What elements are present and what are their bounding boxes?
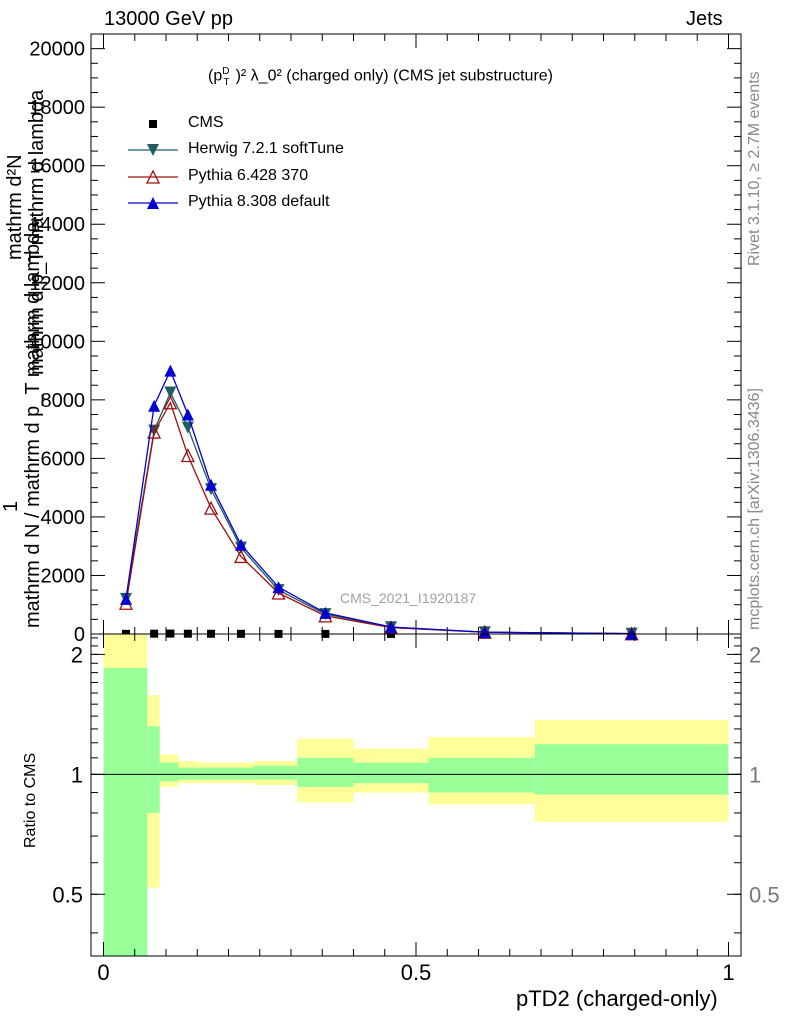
ratio-band-inner: [297, 757, 354, 787]
main-ylabel-line3: mathrm d N / mathrm d p_T mathrm d lambd…: [22, 221, 44, 628]
main-ytick-label: 12000: [29, 273, 85, 295]
point-pythia8: [272, 581, 285, 594]
main-ytick-label: 16000: [29, 156, 85, 178]
legend-label-herwig: Herwig 7.2.1 softTune: [188, 140, 344, 157]
ratio-band-inner: [253, 765, 298, 780]
ratio-band-inner: [159, 762, 179, 782]
title-sup: D: [222, 66, 230, 77]
legend-marker-herwig: [147, 144, 159, 156]
point-pythia6: [203, 500, 219, 515]
analysis-watermark: CMS_2021_I1920187: [340, 590, 477, 606]
ratio-ytick-label-right: 0.5: [749, 882, 780, 907]
point-pythia6: [163, 395, 178, 410]
ratio-ytick-label-right: 2: [749, 642, 761, 667]
main-ytick-label: 4000: [41, 507, 86, 529]
point-pythia6: [180, 448, 195, 463]
point-pythia6: [233, 548, 249, 564]
title-rest: )² λ_0² (charged only) (CMS jet substruc…: [235, 67, 554, 85]
ratio-band-inner: [178, 767, 198, 780]
main-ytick-label: 14000: [29, 214, 85, 236]
header-category: Jets: [686, 8, 723, 30]
legend-label-pythia6: Pythia 6.428 370: [188, 167, 309, 184]
point-pythia8: [319, 606, 332, 619]
ratio-ytick-label: 0.5: [52, 882, 83, 907]
main-ytick-label: 18000: [29, 97, 85, 119]
legend-marker-pythia6: [145, 169, 161, 184]
title-pre: (p: [208, 67, 223, 85]
ratio-xtick-label: 1: [722, 960, 734, 985]
ratio-ytick-label: 2: [71, 642, 83, 667]
ratio-band-inner: [147, 726, 160, 813]
rivet-label: Rivet 3.1.10, ≥ 2.7M events: [746, 71, 763, 266]
main-ytick-label: 6000: [41, 448, 86, 470]
header-process: 13000 GeV pp: [104, 8, 233, 30]
legend-marker-cms: [149, 120, 157, 128]
title-sub: T: [223, 76, 230, 88]
point-pythia8: [385, 620, 397, 633]
main-ytick-label: 10000: [29, 331, 85, 353]
legend-label-pythia8: Pythia 8.308 default: [188, 193, 330, 210]
ratio-ytick-label: 1: [71, 762, 83, 787]
ratio-band-inner: [197, 767, 254, 780]
ratio-band-inner: [353, 762, 429, 784]
legend-marker-pythia8: [147, 197, 159, 209]
main-ytick-label: 2000: [41, 565, 86, 587]
ratio-ylabel: Ratio to CMS: [22, 752, 39, 848]
main-ylabel-num: 1: [0, 500, 22, 512]
main-ytick-label: 8000: [41, 390, 86, 412]
point-pythia8: [478, 626, 491, 639]
ratio-band-inner: [534, 744, 729, 795]
mcplots-label: mcplots.cern.ch [arXiv:1306.3436]: [746, 388, 763, 630]
point-pythia8: [148, 399, 161, 412]
point-pythia8: [181, 408, 194, 421]
point-pythia8: [235, 538, 247, 551]
plot-title: (pDT )² λ_0² (charged only) (CMS jet subs…: [208, 66, 553, 88]
point-pythia6: [147, 424, 162, 439]
point-pythia8: [205, 478, 217, 491]
ratio-xtick-label: 0: [97, 960, 109, 985]
point-herwig: [164, 386, 177, 399]
ratio-band-inner: [103, 667, 148, 956]
point-pythia8: [164, 364, 177, 377]
ratio-band-inner: [428, 757, 535, 793]
legend-label-cms: CMS: [188, 114, 224, 131]
ratio-xtick-label: 0.5: [401, 960, 432, 985]
main-ytick-label: 0: [74, 624, 85, 646]
ratio-ytick-label-right: 1: [749, 762, 761, 787]
point-pythia8: [120, 592, 132, 605]
main-ytick-label: 20000: [29, 39, 85, 61]
x-axis-label: pTD2 (charged-only): [516, 986, 718, 1011]
